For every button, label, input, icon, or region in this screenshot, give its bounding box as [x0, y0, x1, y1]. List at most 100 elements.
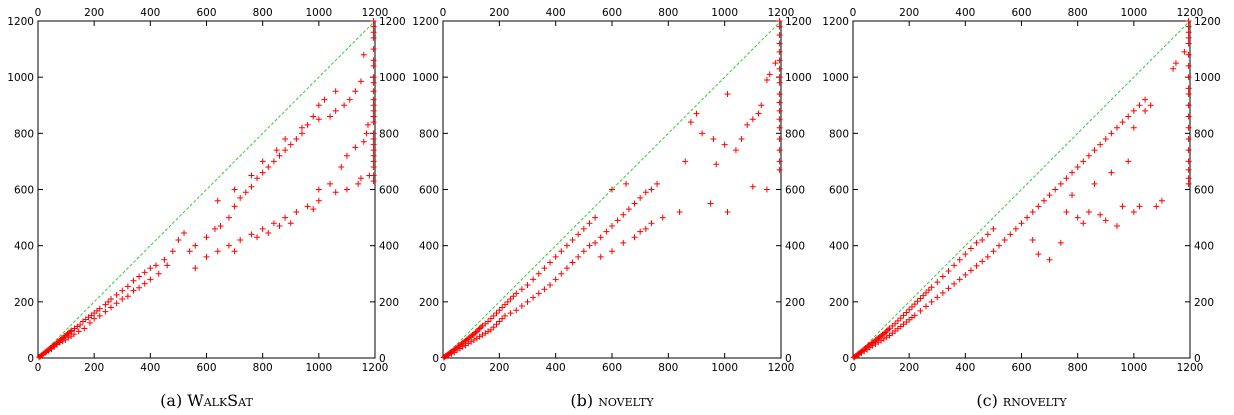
data-point [248, 231, 255, 238]
data-point [370, 18, 377, 24]
x-tick-label-top: 800 [253, 7, 273, 19]
data-point [1185, 85, 1192, 92]
x-tick-label-top: 200 [84, 7, 104, 19]
data-point [315, 102, 322, 109]
data-point [911, 301, 918, 308]
data-point [1085, 208, 1092, 215]
y-tick-label-left: 1200 [412, 16, 439, 28]
data-point [346, 96, 353, 103]
data-point [304, 203, 311, 210]
data-point [370, 23, 377, 30]
data-point [1142, 107, 1149, 114]
data-point [136, 273, 143, 280]
data-point [1052, 186, 1059, 193]
data-point [321, 96, 328, 103]
y-tick-label-left: 800 [829, 128, 849, 140]
data-point [776, 135, 783, 142]
data-point [231, 186, 238, 193]
y-tick-label-left: 1200 [822, 16, 849, 28]
data-point [552, 253, 559, 260]
data-point [776, 32, 783, 39]
data-point [360, 138, 367, 145]
data-point [776, 147, 783, 154]
data-point [609, 186, 615, 193]
caption-label: (c) [976, 391, 1003, 410]
data-point [370, 102, 377, 109]
data-point [357, 78, 364, 85]
data-point [1125, 158, 1132, 165]
y-tick-label-left: 400 [419, 241, 439, 253]
data-point [586, 242, 593, 249]
data-point [513, 307, 520, 314]
data-point [75, 328, 82, 335]
x-tick-label-bottom: 1000 [305, 362, 332, 374]
data-point [370, 34, 377, 41]
data-point [490, 324, 497, 331]
data-point [1185, 62, 1192, 69]
data-point [119, 296, 126, 303]
x-tick-label-top: 600 [1011, 7, 1031, 19]
data-point [1142, 96, 1149, 103]
data-point [504, 298, 511, 305]
data-point [315, 116, 322, 123]
data-point [707, 200, 714, 207]
data-point [1125, 113, 1132, 120]
data-point [956, 276, 963, 283]
data-point [558, 248, 565, 255]
data-point [370, 158, 377, 165]
data-point [990, 248, 997, 255]
data-point [776, 79, 783, 86]
y-tick-label-right: 400 [379, 241, 399, 253]
data-point [1012, 225, 1019, 232]
data-point [370, 119, 377, 126]
y-tick-label-left: 600 [14, 185, 34, 197]
data-point [1130, 107, 1137, 114]
data-point [242, 189, 249, 196]
data-point [659, 214, 666, 221]
data-point [967, 267, 974, 274]
y-tick-label-left: 200 [419, 297, 439, 309]
x-tick-label-top: 0 [35, 7, 42, 19]
data-point [1085, 152, 1092, 159]
data-point [259, 158, 266, 165]
data-point [105, 298, 112, 305]
data-point [270, 158, 277, 165]
data-point [493, 310, 500, 317]
data-point [547, 259, 554, 266]
data-point [763, 186, 770, 193]
x-tick-label-top: 200 [899, 7, 919, 19]
data-point [357, 175, 364, 182]
data-point [130, 287, 137, 294]
x-tick-label-bottom: 600 [1011, 362, 1031, 374]
data-point [445, 352, 452, 359]
data-point [569, 259, 576, 266]
data-point [693, 110, 700, 117]
data-point [499, 315, 506, 322]
data-point [776, 40, 783, 47]
data-point [282, 135, 289, 142]
data-point [370, 96, 377, 103]
data-point [654, 180, 661, 187]
data-point [563, 265, 570, 272]
data-point [164, 262, 171, 269]
data-point [552, 276, 559, 283]
data-point [1185, 166, 1192, 173]
data-point [501, 301, 508, 308]
data-point [984, 253, 991, 260]
data-point [535, 270, 542, 277]
y-tick-label-left: 1000 [412, 72, 439, 84]
data-point [282, 214, 289, 221]
data-point [951, 280, 958, 287]
data-point [152, 262, 159, 269]
data-point [282, 147, 289, 154]
caption-name: rnovelty [1003, 391, 1067, 410]
y-tick-label-left: 600 [419, 185, 439, 197]
data-point [597, 253, 604, 260]
data-point [448, 350, 455, 357]
y-tick-label-right: 800 [1194, 128, 1214, 140]
x-tick-label-top: 400 [955, 7, 975, 19]
data-point [248, 172, 255, 179]
data-point [161, 256, 168, 263]
data-point [620, 211, 627, 218]
data-point [956, 256, 963, 263]
